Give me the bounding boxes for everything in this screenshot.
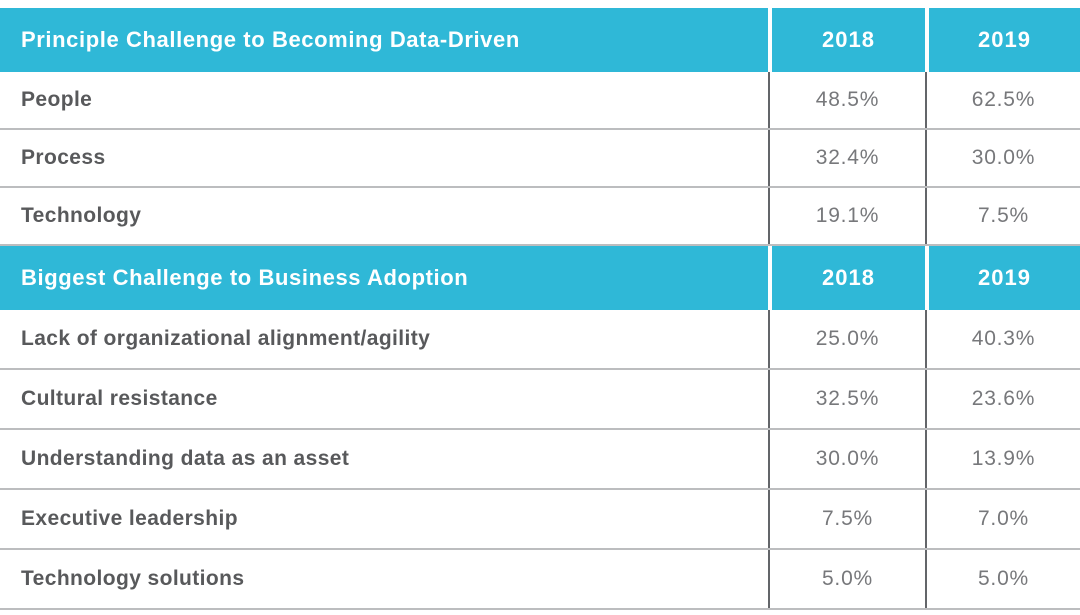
value-2019: 30.0%	[925, 130, 1080, 186]
value-2018: 32.5%	[768, 370, 925, 428]
value-2018: 25.0%	[768, 310, 925, 368]
table-row: Understanding data as an asset 30.0% 13.…	[0, 430, 1080, 490]
column-header-2019: 2019	[925, 8, 1080, 72]
section-title: Biggest Challenge to Business Adoption	[21, 265, 469, 290]
value-2018: 30.0%	[768, 430, 925, 488]
table-row: Technology solutions 5.0% 5.0%	[0, 550, 1080, 610]
section-header-data-driven: Principle Challenge to Becoming Data-Dri…	[0, 8, 1080, 72]
value-2018: 32.4%	[768, 130, 925, 186]
table-row: Technology 19.1% 7.5%	[0, 188, 1080, 246]
value-2019: 40.3%	[925, 310, 1080, 368]
value-2019: 13.9%	[925, 430, 1080, 488]
value-2018: 48.5%	[768, 72, 925, 128]
table-row: People 48.5% 62.5%	[0, 72, 1080, 130]
row-label: Technology solutions	[21, 567, 245, 590]
row-label: Lack of organizational alignment/agility	[21, 327, 431, 350]
section-header-business-adoption: Biggest Challenge to Business Adoption 2…	[0, 246, 1080, 310]
challenges-table: Principle Challenge to Becoming Data-Dri…	[0, 8, 1080, 610]
section-title: Principle Challenge to Becoming Data-Dri…	[21, 27, 520, 52]
row-label: Technology	[21, 204, 142, 227]
column-header-2018: 2018	[768, 246, 925, 310]
row-label: People	[21, 88, 93, 111]
row-label: Executive leadership	[21, 507, 238, 530]
column-header-2018: 2018	[768, 8, 925, 72]
column-header-2019: 2019	[925, 246, 1080, 310]
row-label: Cultural resistance	[21, 387, 218, 410]
value-2019: 7.5%	[925, 188, 1080, 244]
value-2019: 62.5%	[925, 72, 1080, 128]
value-2018: 7.5%	[768, 490, 925, 548]
table-row: Process 32.4% 30.0%	[0, 130, 1080, 188]
table-row: Executive leadership 7.5% 7.0%	[0, 490, 1080, 550]
row-label: Process	[21, 146, 106, 169]
value-2019: 5.0%	[925, 550, 1080, 608]
value-2018: 19.1%	[768, 188, 925, 244]
value-2019: 23.6%	[925, 370, 1080, 428]
value-2018: 5.0%	[768, 550, 925, 608]
value-2019: 7.0%	[925, 490, 1080, 548]
table-row: Cultural resistance 32.5% 23.6%	[0, 370, 1080, 430]
row-label: Understanding data as an asset	[21, 447, 350, 470]
table-row: Lack of organizational alignment/agility…	[0, 310, 1080, 370]
